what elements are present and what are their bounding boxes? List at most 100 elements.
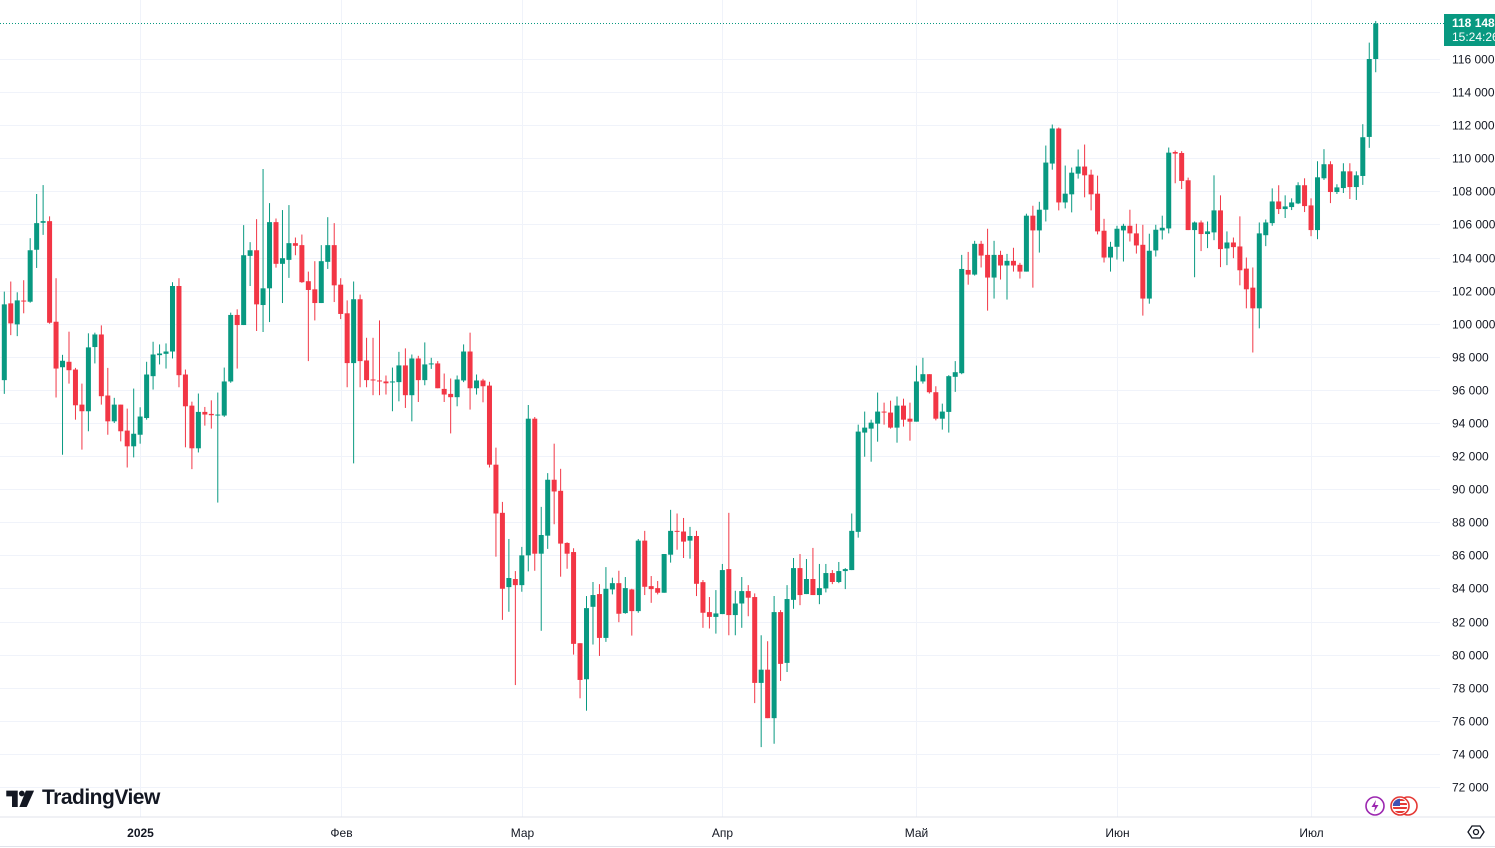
candle-body	[1043, 162, 1049, 210]
candle-body	[913, 381, 919, 422]
candle-down	[681, 517, 687, 558]
candle-down	[273, 218, 279, 268]
time-tick-label: Июл	[1299, 826, 1323, 840]
candle-body	[260, 288, 266, 306]
tradingview-logo[interactable]: TradingView	[6, 786, 160, 810]
candle-down	[933, 386, 939, 421]
candle-body	[357, 299, 363, 362]
candle-body	[920, 374, 926, 382]
candle-body	[1360, 137, 1366, 176]
candle-body	[1373, 23, 1379, 59]
candle-up	[506, 538, 512, 612]
candle-body	[1, 304, 7, 381]
candle-body	[454, 379, 460, 398]
candle-up	[1315, 161, 1321, 240]
candle-body	[1327, 164, 1333, 193]
candle-body	[85, 347, 91, 412]
candle-body	[726, 569, 732, 616]
candle-up	[1282, 195, 1288, 218]
time-tick-label: Мар	[511, 826, 535, 840]
candle-body	[1114, 228, 1120, 247]
candle-body	[784, 599, 790, 663]
candle-down	[344, 300, 350, 388]
price-tick-label: 110 000	[1452, 152, 1495, 166]
candle-body	[1166, 152, 1172, 229]
candle-body	[1366, 59, 1372, 137]
price-tick-label: 106 000	[1452, 218, 1495, 232]
candle-up	[732, 590, 738, 636]
candle-down	[21, 280, 27, 314]
candle-body	[53, 321, 59, 369]
price-tick-label: 74 000	[1452, 748, 1489, 762]
candle-body	[532, 418, 538, 554]
candle-body	[1017, 264, 1023, 272]
candle-body	[791, 568, 797, 600]
candle-up	[875, 392, 881, 442]
candle-body	[1276, 201, 1282, 210]
candle-body	[616, 583, 622, 614]
candle-body	[713, 613, 719, 617]
us-flag-icon[interactable]	[1390, 796, 1418, 821]
candle-body	[732, 603, 738, 616]
candle-up	[1, 291, 7, 394]
candle-up	[1120, 223, 1126, 262]
candle-down	[1198, 220, 1204, 252]
candle-down	[693, 530, 699, 597]
candle-body	[564, 542, 570, 554]
candle-body	[228, 314, 234, 382]
candle-body	[1153, 229, 1159, 251]
candle-down	[778, 610, 784, 681]
candle-body	[383, 381, 389, 384]
candle-down	[978, 240, 984, 268]
candle-up	[1069, 167, 1075, 213]
candle-body	[150, 354, 156, 377]
candle-body	[1263, 222, 1269, 236]
candle-body	[66, 361, 72, 371]
candle-up	[603, 567, 609, 642]
candle-up	[946, 375, 952, 433]
candle-body	[965, 269, 971, 275]
candle-body	[486, 385, 492, 465]
candle-down	[377, 320, 383, 396]
candle-body	[816, 588, 822, 596]
price-tick-label: 84 000	[1452, 582, 1489, 596]
time-tick-label: Фев	[330, 826, 352, 840]
candle-down	[1017, 262, 1023, 279]
candle-body	[370, 379, 376, 381]
candle-up	[991, 240, 997, 299]
candle-up	[1295, 182, 1301, 205]
candle-up	[221, 367, 227, 417]
candle-body	[1075, 166, 1081, 174]
candle-body	[1146, 250, 1152, 299]
price-tick-label: 102 000	[1452, 285, 1495, 299]
candle-body	[27, 250, 33, 302]
candle-up	[1049, 124, 1055, 170]
candle-down	[331, 223, 337, 303]
candle-down	[176, 278, 182, 388]
candle-down	[105, 367, 111, 435]
candle-body	[428, 363, 434, 365]
candle-down	[829, 570, 835, 585]
candle-down	[8, 281, 14, 336]
settings-icon[interactable]	[1467, 823, 1485, 846]
candle-body	[1321, 164, 1327, 179]
candle-body	[377, 380, 383, 382]
candle-body	[648, 586, 654, 590]
logo-text: TradingView	[42, 786, 160, 809]
candle-body	[1217, 210, 1223, 250]
candle-body	[1140, 244, 1146, 299]
candle-down	[1347, 163, 1353, 199]
candle-down	[402, 348, 408, 408]
candle-down	[435, 361, 441, 389]
candle-up	[318, 245, 324, 304]
candle-body	[389, 381, 395, 383]
candle-up	[1340, 163, 1346, 194]
time-axis[interactable]: 2025 Фев Мар Апр Май Июн Июл	[127, 826, 1324, 840]
candle-body	[422, 364, 428, 381]
candle-up	[1075, 149, 1081, 179]
price-axis[interactable]: 116 000 114 000 112 000 110 000 108 000 106 0…	[1452, 53, 1495, 795]
candle-down	[1127, 209, 1133, 242]
lightning-icon[interactable]	[1365, 796, 1385, 821]
candle-body	[1010, 260, 1016, 266]
